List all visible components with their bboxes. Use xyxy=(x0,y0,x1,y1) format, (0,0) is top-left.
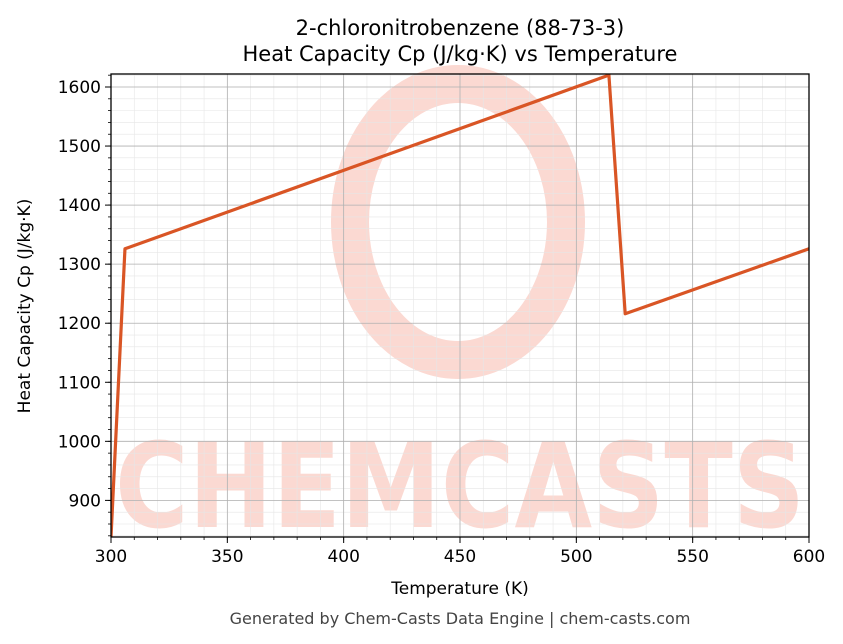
y-tick-label: 1500 xyxy=(58,137,101,157)
y-tick-label: 1300 xyxy=(58,255,101,275)
x-tick-labels: 300 350 400 450 500 550 600 xyxy=(95,547,825,567)
y-tick-label: 1400 xyxy=(58,196,101,216)
x-tick-label: 550 xyxy=(676,547,708,567)
watermark-c-ring xyxy=(331,65,585,379)
y-tick-label: 1200 xyxy=(58,314,101,334)
footer-credit: Generated by Chem-Casts Data Engine | ch… xyxy=(230,609,691,628)
axis-ticks xyxy=(105,74,810,543)
series-line xyxy=(111,73,809,537)
x-tick-label: 500 xyxy=(560,547,592,567)
x-axis-label: Temperature (K) xyxy=(390,579,529,599)
x-tick-label: 350 xyxy=(211,547,243,567)
y-tick-labels: 900 1000 1100 1200 1300 1400 1500 1600 xyxy=(58,78,101,511)
major-grid xyxy=(110,74,810,537)
y-tick-label: 1600 xyxy=(58,78,101,98)
x-tick-label: 400 xyxy=(327,547,359,567)
y-tick-label: 1000 xyxy=(58,432,101,452)
y-tick-label: 900 xyxy=(69,491,101,511)
x-tick-label: 600 xyxy=(793,547,825,567)
y-axis-label: Heat Capacity Cp (J/kg·K) xyxy=(15,199,35,414)
x-tick-label: 300 xyxy=(95,547,127,567)
chart-title: 2-chloronitrobenzene (88-73-3) xyxy=(296,16,625,40)
x-tick-label: 450 xyxy=(444,547,476,567)
chart-subtitle: Heat Capacity Cp (J/kg·K) vs Temperature xyxy=(243,42,678,66)
series-layer xyxy=(111,73,809,537)
y-tick-label: 1100 xyxy=(58,373,101,393)
